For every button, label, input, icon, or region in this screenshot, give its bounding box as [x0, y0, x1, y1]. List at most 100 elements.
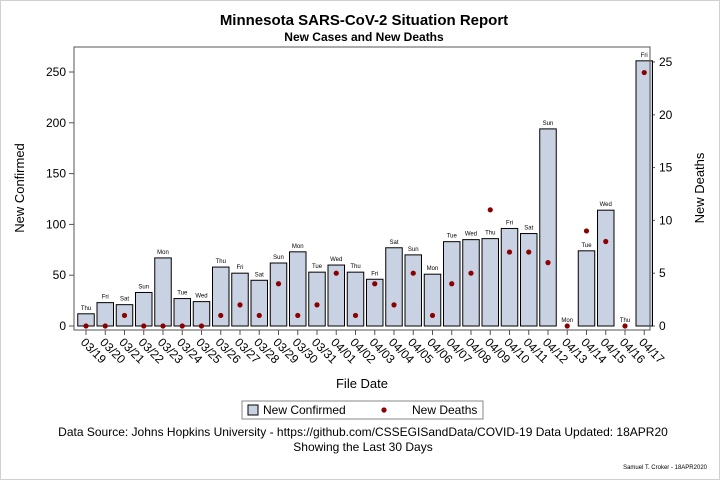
- death-point: [83, 323, 89, 329]
- death-point: [218, 312, 224, 319]
- bar: [520, 233, 538, 327]
- bar-day-label: Sun: [408, 247, 419, 253]
- bar: [577, 250, 596, 327]
- death-point: [641, 69, 647, 76]
- bar-day-label: Fri: [371, 271, 378, 277]
- bar: [212, 266, 230, 327]
- bar: [385, 247, 403, 327]
- death-point: [449, 281, 455, 287]
- bar: [173, 298, 191, 327]
- death-point: [468, 270, 474, 276]
- chart-title: Minnesota SARS-CoV-2 Situation Report: [220, 12, 508, 29]
- bar: [308, 271, 326, 327]
- bar-day-label: Thu: [485, 231, 495, 237]
- right-axis: 0 5 10 15 20 25: [650, 55, 673, 333]
- bar: [231, 272, 249, 327]
- y2-tick-label: 20: [659, 108, 673, 122]
- death-point: [526, 249, 532, 255]
- bar-series: Thu Fri Sat Sun Mon Tue Wed Thu Fri Sat Sun Mon Tue W…: [77, 53, 653, 327]
- death-point: [102, 323, 108, 329]
- legend-bar-swatch: [247, 404, 259, 416]
- bar: [135, 291, 153, 327]
- y-tick-label: 250: [46, 65, 66, 79]
- death-point: [352, 312, 359, 319]
- death-point: [583, 228, 590, 234]
- death-point: [237, 302, 243, 308]
- legend: New Confirmed New Deaths: [241, 400, 484, 420]
- bar: [500, 227, 519, 327]
- bar-day-label: Tue: [447, 234, 458, 240]
- window-note: Showing the Last 30 Days: [293, 440, 432, 454]
- plot-area: [73, 46, 651, 331]
- y2-tick-label: 5: [659, 266, 666, 280]
- bar-day-label: Sat: [389, 240, 398, 246]
- y-axis-label: New Confirmed: [12, 143, 27, 233]
- death-point: [487, 207, 493, 213]
- death-point: [391, 302, 397, 308]
- bar-day-label: Mon: [561, 318, 573, 324]
- x-axis: 03/1903/2003/2103/2203/2303/2403/2503/26…: [78, 330, 667, 367]
- death-point: [545, 260, 551, 266]
- death-point: [410, 270, 416, 276]
- bar-day-label: Tue: [312, 264, 323, 270]
- y-tick-label: 50: [53, 268, 67, 282]
- bar-day-label: Thu: [216, 259, 226, 265]
- y2-axis-label: New Deaths: [692, 152, 707, 223]
- death-point: [429, 312, 436, 319]
- bar: [96, 302, 114, 327]
- y-tick-label: 150: [46, 167, 66, 181]
- bar-day-label: Mon: [292, 244, 304, 250]
- bar: [539, 128, 557, 327]
- bar: [366, 278, 384, 327]
- death-point: [275, 281, 282, 287]
- death-point: [333, 270, 339, 276]
- y-tick-label: 200: [46, 116, 66, 130]
- bar-day-label: Wed: [195, 294, 207, 300]
- bar: [327, 264, 345, 327]
- y2-tick-label: 0: [659, 319, 666, 333]
- bar: [423, 273, 442, 327]
- bar-day-label: Thu: [350, 264, 360, 270]
- bar: [635, 60, 653, 327]
- bar: [192, 301, 211, 327]
- death-point: [622, 323, 628, 329]
- death-point: [314, 302, 320, 308]
- bar: [346, 271, 365, 327]
- y2-tick-label: 15: [659, 161, 673, 175]
- death-point: [160, 323, 166, 329]
- bar-day-label: Thu: [620, 318, 630, 324]
- bar-day-label: Fri: [506, 220, 513, 226]
- death-point: [179, 323, 185, 329]
- death-point: [564, 323, 570, 329]
- bar-day-label: Fri: [237, 265, 244, 271]
- author-credit: Samuel T. Croker - 18APR2020: [623, 465, 708, 471]
- death-point: [198, 323, 205, 329]
- bar-day-label: Fri: [641, 53, 648, 59]
- death-point: [506, 249, 513, 255]
- legend-deaths-label: New Deaths: [412, 403, 477, 417]
- chart-subtitle: New Cases and New Deaths: [284, 30, 444, 44]
- bar-day-label: Mon: [157, 250, 169, 256]
- bar-day-label: Sat: [255, 272, 264, 278]
- death-point: [603, 238, 609, 245]
- bar: [462, 239, 480, 327]
- bar-day-label: Wed: [600, 202, 612, 208]
- bar-day-label: Sat: [120, 297, 129, 303]
- bar: [269, 262, 288, 327]
- death-point: [141, 323, 147, 329]
- bar: [154, 257, 172, 327]
- y2-tick-label: 25: [659, 55, 673, 69]
- bar: [404, 254, 422, 327]
- bar-day-label: Wed: [330, 257, 342, 263]
- legend-box: [241, 400, 484, 420]
- x-axis-label: File Date: [336, 376, 388, 391]
- bar-day-label: Sat: [524, 226, 533, 232]
- death-point: [295, 312, 301, 319]
- bar-day-label: Mon: [427, 266, 439, 272]
- death-point: [121, 312, 128, 319]
- bar-day-label: Fri: [102, 295, 109, 301]
- legend-dot-swatch: [381, 407, 387, 413]
- bar-day-label: Sun: [138, 284, 149, 290]
- bar-day-label: Sun: [273, 255, 284, 261]
